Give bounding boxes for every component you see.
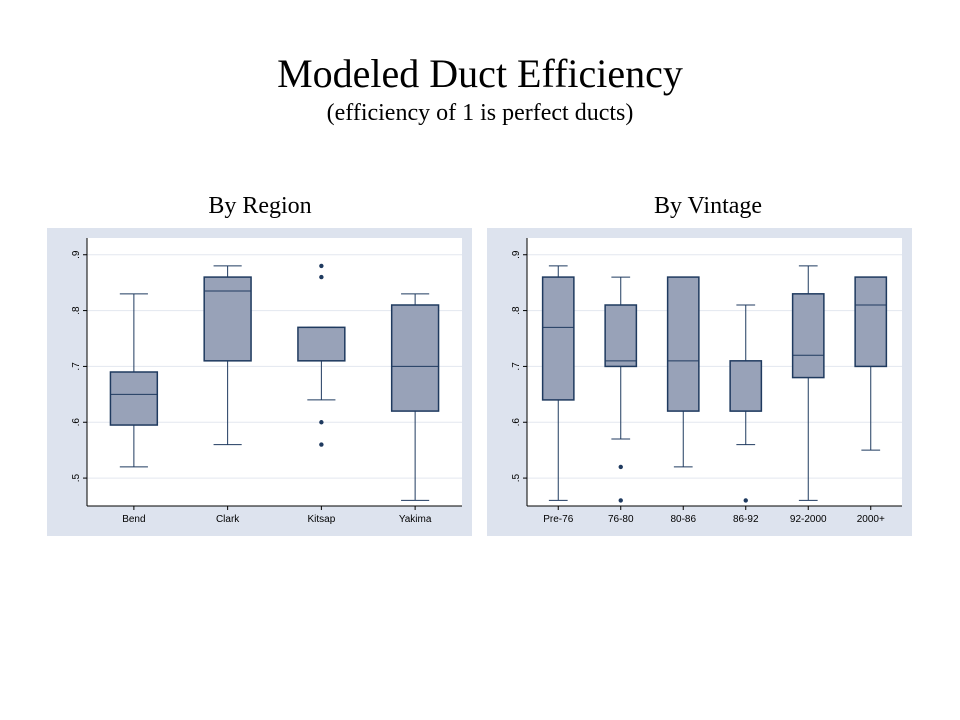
outlier-point [319,442,324,447]
y-tick-label: .5 [71,473,82,482]
y-tick-label: .6 [511,418,522,427]
y-tick-label: .8 [71,306,82,315]
box-iqr [791,293,825,379]
outlier-point [319,420,324,425]
outlier-point [618,464,623,470]
box-clark [203,265,252,446]
chart-title-by-vintage: By Vintage [653,193,763,219]
box-iqr [666,276,700,412]
page-subtitle: (efficiency of 1 is perfect ducts) [326,100,634,126]
x-tick-label: Kitsap [307,514,335,525]
plot-area [527,238,902,506]
box-iqr [604,304,638,368]
page-title: Modeled Duct Efficiency [277,51,683,96]
x-tick-label: Bend [122,514,145,525]
box-80-86 [666,276,700,468]
x-tick-label: 76-80 [608,514,634,525]
box-iqr [854,276,888,368]
y-tick-label: .8 [511,306,522,315]
box-iqr [109,371,159,426]
box-iqr [390,304,440,412]
box-92-2000 [791,265,825,501]
outlier-point [743,498,748,503]
box-bend [109,293,159,468]
box-iqr [541,276,575,401]
outlier-point [618,498,623,503]
y-tick-label: .7 [511,362,522,371]
box-86-92 [729,304,763,503]
x-tick-label: Yakima [399,514,432,525]
y-tick-label: .9 [511,250,522,259]
box-2000- [854,276,888,451]
x-tick-label: 92-2000 [790,514,827,525]
outlier-point [319,274,324,280]
x-tick-label: Clark [216,514,240,525]
y-tick-label: .9 [71,250,82,259]
box-pre-76 [541,265,575,501]
chart-title-by-region: By Region [208,193,312,219]
y-tick-label: .7 [71,362,82,371]
box-76-80 [604,276,638,503]
box-iqr [729,360,763,412]
outlier-point [319,263,324,269]
x-tick-label: 2000+ [857,514,885,525]
chart-by-vintage: .5 .6 .7 .8 .9 Pre-76 76-80 80-86 86-92 92-2000 20… [487,228,912,536]
box-kitsap [297,263,346,447]
x-tick-label: 86-92 [733,514,759,525]
box-iqr [297,326,346,362]
x-tick-label: Pre-76 [543,514,573,525]
x-tick-label: 80-86 [670,514,696,525]
box-iqr [203,276,252,362]
box-yakima [390,293,440,501]
y-tick-label: .5 [511,473,522,482]
y-tick-label: .6 [71,418,82,427]
chart-by-region: .5 .6 .7 .8 .9 Bend Clark Kitsap Yakima [47,228,472,536]
